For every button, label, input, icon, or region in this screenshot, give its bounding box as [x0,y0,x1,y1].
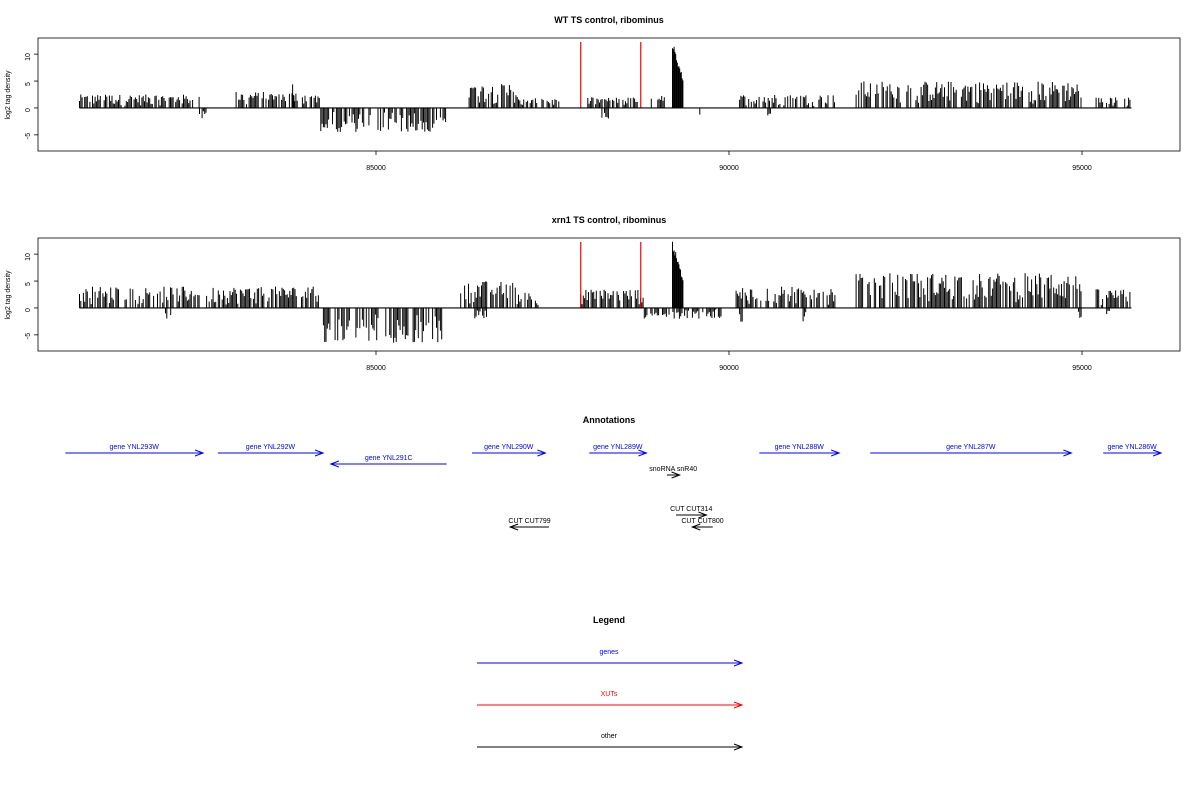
wt-y-tick-label: 0 [25,108,32,112]
feature-label: snoRNA snR40 [649,466,697,473]
legend-item-label: genes [599,649,619,656]
legend-item-label: other [601,733,618,740]
xrn1-y-tick-label: 10 [25,253,32,261]
xrn1-x-tick-labels: 85000 90000 95000 [366,365,1092,372]
wt-y-tick-label: 10 [25,53,32,61]
gene-arrow: gene YNL287W [870,444,1073,457]
gene-label: gene YNL287W [946,444,996,451]
annotations-title: Annotations [583,415,636,425]
wt-x-tick-labels: 85000 90000 95000 [366,165,1092,172]
legend-title: Legend [593,615,625,625]
wt-plot-frame [37,37,1181,152]
xrn1-x-tick-label: 85000 [366,365,386,372]
gene-arrow: gene YNL292W [217,444,325,457]
wt-y-tick-label: 5 [25,82,32,86]
feature-arrow: CUT CUT314 [670,506,712,519]
annotations-track: Annotations gene YNL293W gene YNL292W gene… [65,415,1163,531]
gene-arrow: gene YNL290W [472,444,547,457]
gene-arrow: gene YNL291C [329,455,447,468]
gene-label: gene YNL291C [365,455,413,462]
feature-label: CUT CUT800 [681,518,723,525]
wt-y-axis-label: log2 tag density [5,70,12,120]
wt-x-tick-label: 85000 [366,165,386,172]
gene-arrow: gene YNL289W [589,444,648,457]
xrn1-track-panel: xrn1 TS control, ribominus log2 tag dens… [5,215,1181,372]
gene-arrow: gene YNL286W [1103,444,1163,457]
gene-label: gene YNL289W [593,444,643,451]
xrn1-track-title: xrn1 TS control, ribominus [552,215,667,225]
feature-arrow: CUT CUT800 [681,518,724,531]
xrn1-y-tick-label: 0 [25,308,32,312]
xrn1-y-tick-labels: -5 0 5 10 [25,253,32,339]
wt-x-tick-label: 90000 [719,165,739,172]
wt-x-tick-label: 95000 [1072,165,1092,172]
gene-arrow: gene YNL293W [65,444,205,457]
gene-label: gene YNL293W [110,444,160,451]
wt-y-tick-labels: -5 0 5 10 [25,53,32,139]
xrn1-y-tick-label: 5 [25,282,32,286]
legend: Legend genes XUTs other [477,615,744,751]
wt-track-panel: WT TS control, ribominus log2 tag densit… [5,15,1181,172]
feature-label: CUT CUT314 [670,506,712,513]
xrn1-y-axis-label: log2 tag density [5,270,12,320]
legend-item-label: XUTs [601,691,618,698]
feature-label: CUT CUT799 [508,518,550,525]
gene-arrow: gene YNL288W [759,444,841,457]
xrn1-x-tick-label: 95000 [1072,365,1092,372]
wt-track-title: WT TS control, ribominus [554,15,664,25]
xrn1-x-tick-label: 90000 [719,365,739,372]
gene-label: gene YNL288W [775,444,825,451]
gene-label: gene YNL290W [484,444,534,451]
feature-arrow: CUT CUT799 [508,518,551,531]
xrn1-y-tick-label: -5 [25,333,32,339]
legend-arrow: genes [477,649,744,667]
feature-arrow: snoRNA snR40 [649,466,697,479]
gene-label: gene YNL286W [1107,444,1157,451]
legend-arrow: other [477,733,744,751]
xrn1-plot-frame [37,237,1181,352]
gene-label: gene YNL292W [246,444,296,451]
legend-arrow: XUTs [477,691,744,709]
wt-y-tick-label: -5 [25,133,32,139]
